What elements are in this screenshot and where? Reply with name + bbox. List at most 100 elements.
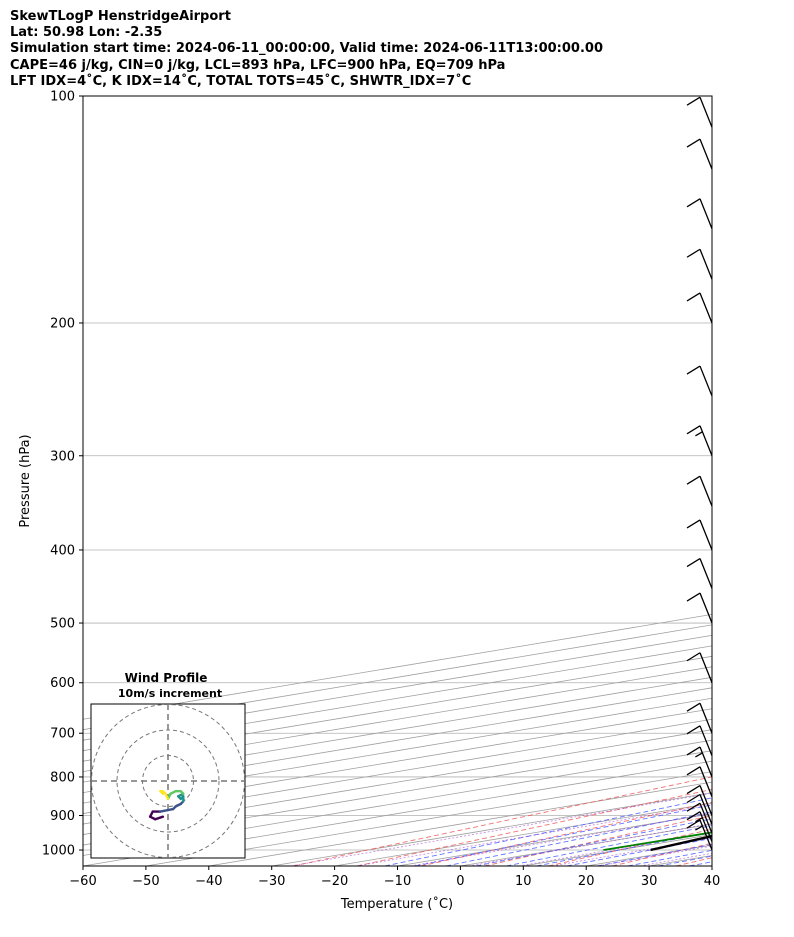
wind-barb-staff <box>699 746 713 778</box>
wind-barb-staff <box>699 475 713 507</box>
wind-barb <box>686 557 713 589</box>
x-tick-label: 30 <box>641 874 658 889</box>
isotherm <box>83 666 712 773</box>
wind-barb-flag <box>686 802 701 812</box>
wind-barb-staff <box>699 138 713 170</box>
dewpoint-profile <box>603 831 712 851</box>
x-tick-label: 40 <box>704 874 721 889</box>
y-tick-label: 100 <box>50 90 75 105</box>
wind-barb <box>686 802 713 834</box>
x-axis-label: Temperature (˚C) <box>340 896 453 912</box>
hodograph-trace <box>159 790 165 795</box>
dry-adiabat <box>612 842 712 866</box>
wind-barb-staff <box>699 558 713 589</box>
moist-adiabat <box>536 831 712 866</box>
x-tick-label: −20 <box>321 874 348 889</box>
wind-barb-flag <box>686 746 701 756</box>
y-tick-label: 800 <box>50 770 75 785</box>
wind-barb-staff <box>699 198 713 230</box>
wind-barb-flag <box>686 725 701 735</box>
wind-barb <box>686 248 713 280</box>
wind-barb <box>686 138 713 170</box>
isotherm <box>83 687 712 794</box>
temperature-profile <box>650 834 712 851</box>
wind-barb-staff <box>699 802 713 834</box>
location-line: Lat: 50.98 Lon: -2.35 <box>10 25 163 41</box>
y-tick-label: 900 <box>50 809 75 824</box>
isotherm <box>271 792 712 866</box>
wind-barb-flag <box>686 652 701 662</box>
time-line: Simulation start time: 2024-06-11_00:00:… <box>10 41 603 57</box>
moist-adiabat <box>445 811 712 866</box>
index-line: LFT IDX=4˚C, K IDX=14˚C, TOTAL TOTS=45˚C… <box>10 73 472 89</box>
wind-barb-staff <box>699 702 713 734</box>
y-tick-label: 1000 <box>42 844 75 859</box>
hodograph-title: Wind Profile <box>125 671 208 685</box>
wind-barb-staff <box>699 249 713 280</box>
wind-barb-flag <box>686 766 701 776</box>
mixing-ratio-line <box>468 823 712 866</box>
wind-barb-flag <box>686 784 701 795</box>
moist-adiabat <box>597 843 712 866</box>
wind-barb-flag <box>686 519 701 529</box>
isotherm <box>83 729 712 835</box>
wind-barb-staff <box>699 425 713 457</box>
hodograph-trace <box>159 807 175 813</box>
wind-barb-staff <box>699 766 713 798</box>
isotherm <box>523 834 712 866</box>
wind-barb-flag <box>686 793 701 804</box>
y-tick-label: 400 <box>50 543 75 558</box>
wind-barb-flag <box>686 248 701 258</box>
wind-barb <box>686 652 713 683</box>
wind-barb-flag <box>686 811 701 821</box>
wind-barb <box>686 96 713 128</box>
wind-barb-half <box>695 752 703 758</box>
wind-barb-staff <box>699 592 713 624</box>
wind-barb <box>686 475 713 507</box>
x-tick-label: −30 <box>258 874 285 889</box>
wind-barb-staff <box>699 652 713 683</box>
isotherm <box>460 823 712 866</box>
wind-barb-staff <box>699 819 713 851</box>
mixing-ratio-line <box>290 792 712 866</box>
wind-barb-flag <box>686 292 701 302</box>
y-axis-ticks: 100 200 300 400 500 600 700 800 900 1000 <box>42 90 83 859</box>
wind-barb <box>686 425 713 457</box>
isotherm <box>83 697 712 804</box>
wind-barb-half <box>695 817 703 823</box>
wind-barb-flag <box>686 425 701 435</box>
wind-barb <box>686 784 713 816</box>
dry-adiabat <box>293 776 712 866</box>
y-tick-label: 200 <box>50 316 75 331</box>
wind-barb-staff <box>699 365 713 397</box>
wind-barb-flag <box>686 198 701 208</box>
y-tick-label: 600 <box>50 676 75 691</box>
x-tick-label: −60 <box>69 874 96 889</box>
wind-barb-staff <box>699 794 713 825</box>
wind-barb-flag <box>686 819 701 829</box>
wind-barb-half <box>695 431 703 437</box>
wind-barb-staff <box>699 725 713 757</box>
wind-barb <box>686 519 713 551</box>
dry-adiabat <box>420 801 712 866</box>
wind-barb-flag <box>686 557 701 568</box>
moist-adiabat <box>476 818 712 866</box>
hodograph-subtitle: 10m/s increment <box>118 687 222 700</box>
isotherm <box>586 844 712 866</box>
isotherm <box>397 813 712 866</box>
wind-barb-staff <box>699 785 713 816</box>
dry-adiabat <box>356 788 712 866</box>
x-tick-label: −40 <box>195 874 222 889</box>
moist-adiabat <box>506 825 712 866</box>
chart-title: SkewTLogP HenstridgeAirport <box>10 9 231 24</box>
x-tick-label: 20 <box>578 874 595 889</box>
wind-barb <box>686 819 713 851</box>
wind-barb-staff <box>699 811 713 842</box>
x-axis-ticks: −60 −50 −40 −30 −20 −10 0 10 20 30 40 <box>69 866 720 889</box>
mixing-ratio-line <box>410 813 712 866</box>
moist-adiabat <box>566 837 712 866</box>
wind-barb <box>686 592 713 624</box>
hodograph-trace <box>154 815 165 821</box>
moist-adiabat <box>415 804 712 866</box>
